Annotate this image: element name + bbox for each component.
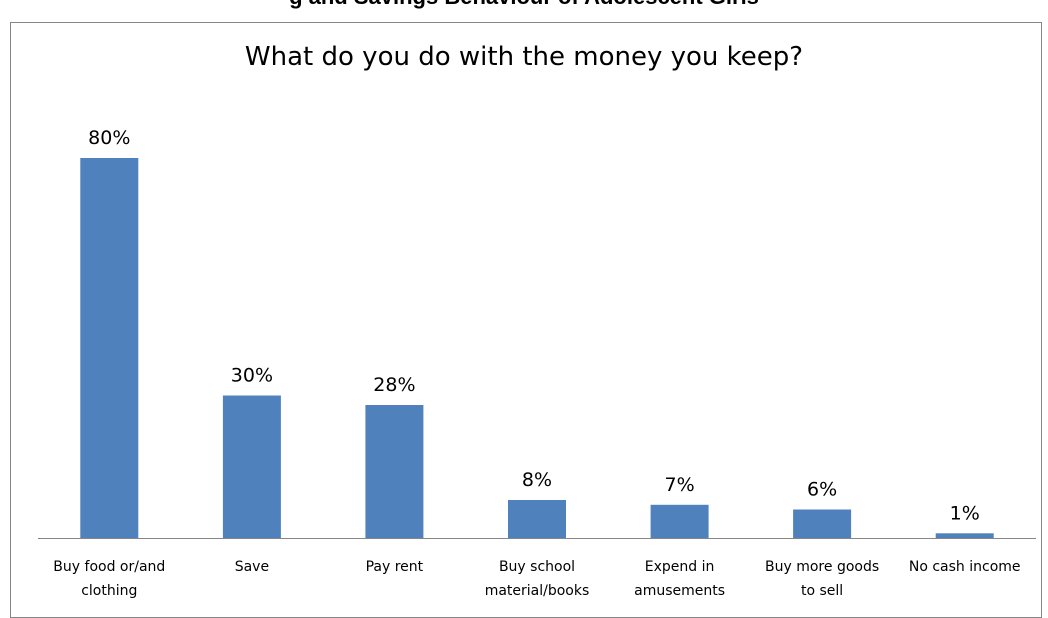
bars-layer <box>80 158 994 539</box>
bar <box>508 500 566 538</box>
bar <box>793 509 852 538</box>
bar <box>222 395 281 538</box>
category-label: Buy food or/and clothing <box>53 559 165 599</box>
category-label: Buy more goods to sell <box>765 559 879 599</box>
category-labels-layer: Buy food or/and clothing Save Pay rent Buy s… <box>53 559 1020 599</box>
category-label: Save <box>235 559 269 575</box>
category-label: Buy school material/books <box>485 559 590 599</box>
labels-layer: 80% 30% 28% 8% 7% 6% 1% <box>88 127 980 524</box>
category-label: Expend in amusements <box>634 559 725 599</box>
bar <box>650 504 709 539</box>
bar <box>365 405 424 538</box>
data-label: 80% <box>88 127 130 149</box>
figure-caption: g and Savings Behaviour of Adolescent Gi… <box>0 0 1048 10</box>
category-label: Pay rent <box>366 559 424 575</box>
category-label: No cash income <box>909 559 1021 575</box>
data-label: 30% <box>231 365 273 387</box>
chart-title: What do you do with the money you keep? <box>244 42 804 72</box>
bar <box>935 533 994 539</box>
data-label: 6% <box>807 479 837 501</box>
data-label: 28% <box>373 374 415 396</box>
data-label: 7% <box>665 474 695 496</box>
data-label: 1% <box>950 502 980 524</box>
data-label: 8% <box>522 469 552 491</box>
bar <box>80 158 139 538</box>
